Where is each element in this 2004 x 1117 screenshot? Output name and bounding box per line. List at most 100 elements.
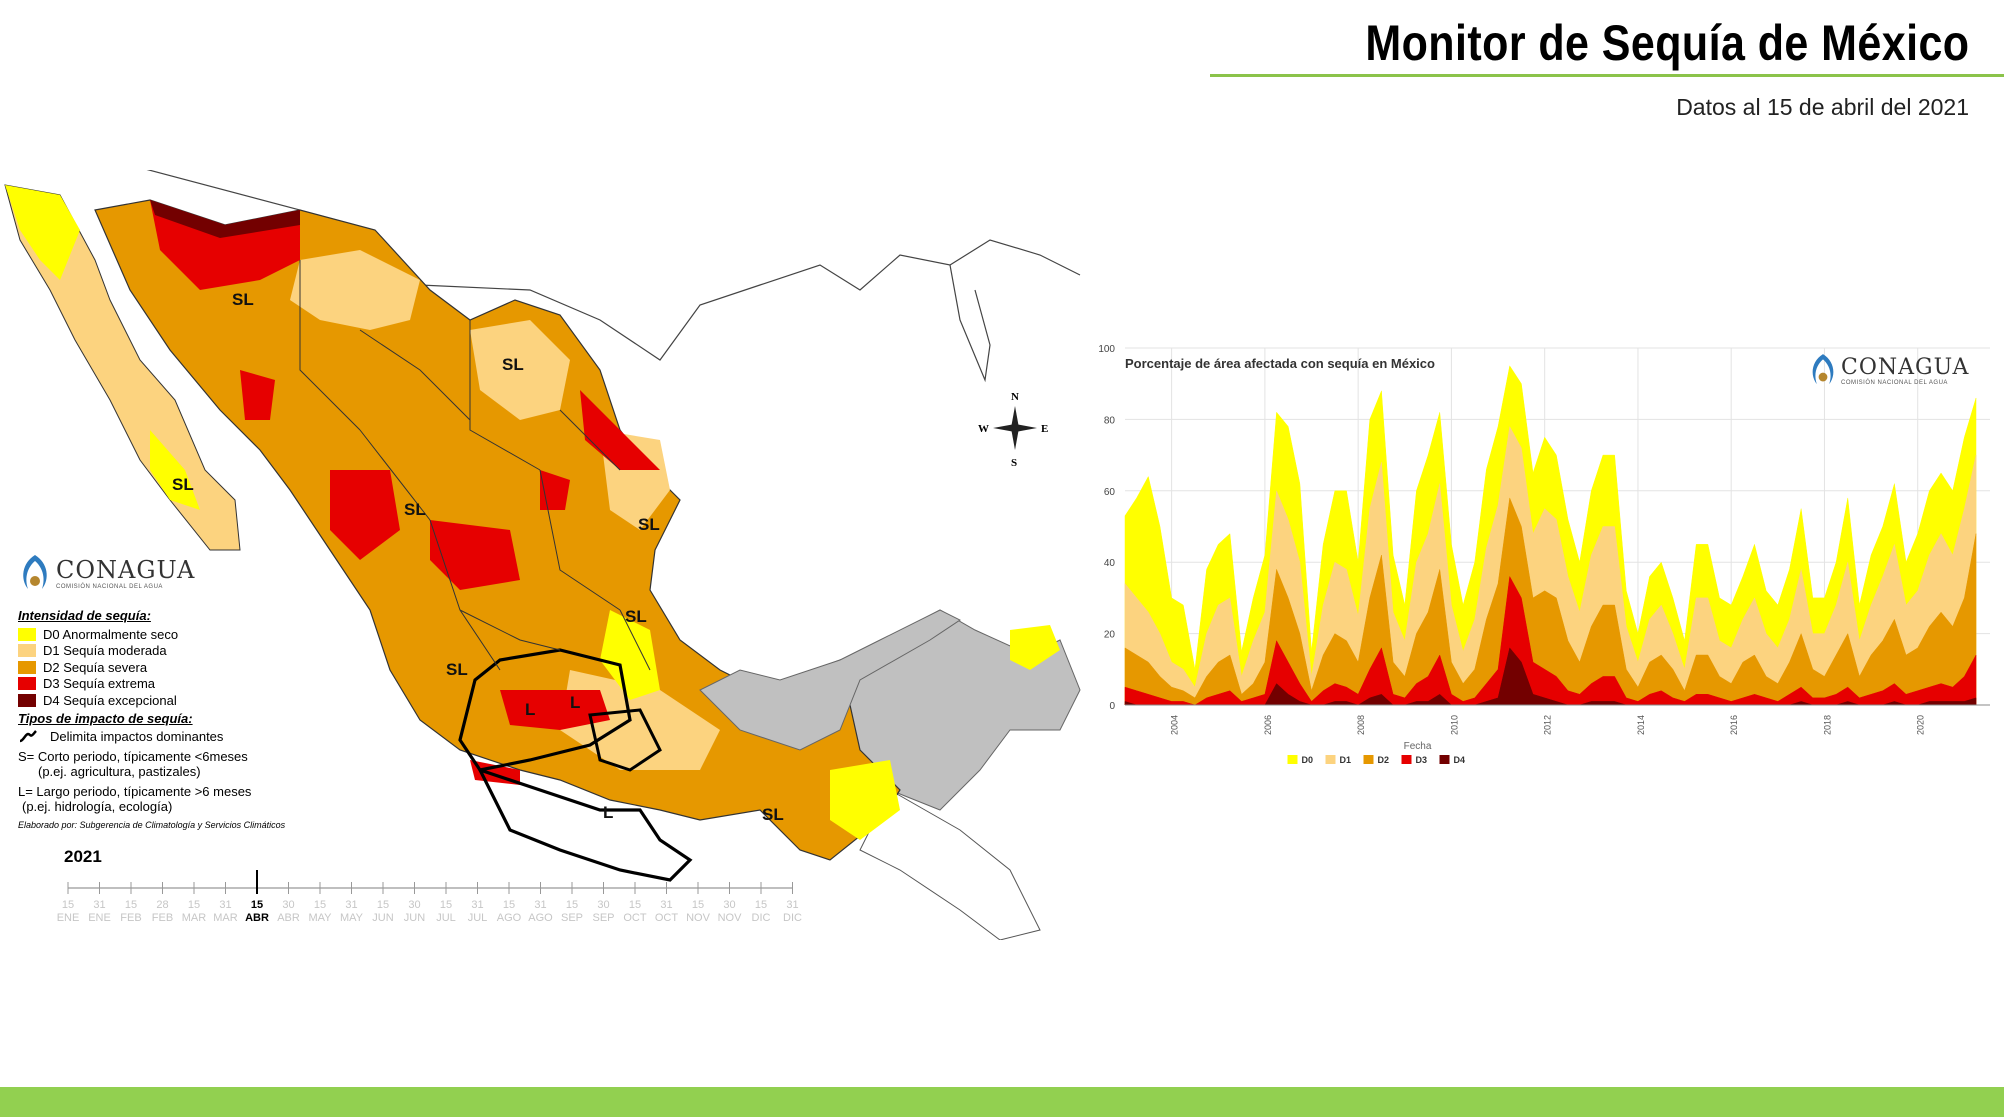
x-tick-label: 2012	[1543, 715, 1553, 735]
drought-map: SL SL SL SL SL SL SL SL L L L N S E W	[4, 170, 1081, 940]
timeline-month-label: FEB	[152, 912, 173, 924]
timeline-month-label: MAR	[213, 912, 238, 924]
d4-region-border	[150, 200, 300, 238]
conagua-emblem-icon	[23, 555, 47, 589]
timeline-day-label: 30	[408, 899, 420, 911]
legend-label: D3 Sequía extrema	[43, 676, 156, 692]
timeline-month-label: ENE	[88, 912, 111, 924]
d3-region-zacatecas	[430, 520, 520, 590]
timeline-month-label: NOV	[686, 912, 711, 924]
impact-label: SL	[762, 805, 784, 824]
impact-boundary-l-west	[458, 648, 632, 772]
d3-region-sonora-south	[240, 370, 275, 420]
legend-long-term: L= Largo periodo, típicamente >6 meses (…	[18, 784, 318, 814]
impact-label: L	[525, 700, 535, 719]
series-area-d3	[1124, 575, 1977, 706]
impact-boundary-l-central	[588, 708, 662, 772]
x-tick-label: 2016	[1729, 715, 1739, 735]
impact-boundary-l-south	[476, 767, 693, 882]
x-tick-label: 2004	[1170, 715, 1180, 735]
compass-w: W	[978, 423, 989, 435]
y-tick-label: 20	[1104, 630, 1116, 641]
legend-swatch	[1439, 755, 1450, 764]
d0-region-veracruz	[600, 610, 660, 700]
long-term-line-2: (p.ej. hidrología, ecología)	[22, 798, 173, 814]
d3-region-jalisco	[500, 690, 610, 730]
timeline-month-label: OCT	[623, 912, 647, 924]
timeline-day-label: 15	[755, 899, 767, 911]
y-tick-label: 0	[1109, 701, 1115, 712]
x-tick-label: 2008	[1356, 715, 1366, 735]
timeline-day-label: 30	[282, 899, 294, 911]
map-credit: Elaborado por: Subgerencia de Climatolog…	[18, 819, 286, 830]
footer-bar	[0, 1087, 2004, 1117]
timeline-day-label: 15	[566, 899, 578, 911]
timeline-month-label: SEP	[561, 912, 583, 924]
area-chart-panel: 0 20 40 60 80 100 2004 2006 2008 2010 2012 2014 2016…	[1080, 340, 2000, 780]
legend-intensity-title: Intensidad de sequía:	[18, 608, 151, 623]
timeline-year: 2021	[64, 847, 102, 866]
conagua-emblem-icon	[1812, 354, 1834, 385]
compass-e: E	[1041, 423, 1048, 435]
timeline-month-label: ABR	[245, 912, 269, 924]
impact-label: SL	[625, 607, 647, 626]
baja-california	[4, 184, 241, 551]
impact-label: SL	[502, 355, 524, 374]
timeline-month-label: JUL	[436, 912, 456, 924]
d1-region-coahuila	[470, 320, 570, 420]
timeline-month-label: JUL	[468, 912, 488, 924]
timeline-month-label: DIC	[752, 912, 771, 924]
legend-item-d1: D1 Sequía moderada	[18, 643, 318, 660]
timeline-month-label: ABR	[277, 912, 300, 924]
x-tick-label: 2014	[1636, 715, 1646, 735]
timeline-day-label: 15	[692, 899, 704, 911]
drought-map-panel: SL SL SL SL SL SL SL SL L L L N S E W	[0, 170, 1090, 940]
impact-label: SL	[638, 515, 660, 534]
timeline-month-label: FEB	[120, 912, 141, 924]
legend-swatch	[18, 627, 36, 641]
timeline-month-label: JUN	[372, 912, 393, 924]
y-tick-label: 80	[1104, 415, 1116, 426]
page-subtitle: Datos al 15 de abril del 2021	[1676, 94, 1969, 120]
x-tick-label: 2010	[1449, 715, 1459, 735]
compass-n: N	[1011, 391, 1019, 403]
conagua-logo-map: CONAGUA COMISIÓN NACIONAL DEL AGUA	[18, 553, 195, 593]
timeline-day-label: 28	[156, 899, 168, 911]
timeline-day-label: 31	[786, 899, 798, 911]
timeline-month-label: JUN	[404, 912, 425, 924]
timeline-day-label: 31	[345, 899, 357, 911]
timeline-day-label: 15	[629, 899, 641, 911]
legend-label: D2 Sequía severa	[43, 659, 148, 675]
timeline-month-label: OCT	[655, 912, 679, 924]
y-tick-label: 60	[1104, 487, 1116, 498]
legend-swatch	[1363, 755, 1374, 764]
x-tick-label: 2006	[1263, 715, 1273, 735]
yucatan-gray	[699, 609, 961, 751]
central-america	[859, 789, 1041, 940]
baja-d0-strip	[5, 185, 80, 280]
timeline-day-label: 31	[534, 899, 546, 911]
x-tick-label: 2020	[1916, 715, 1926, 735]
impact-label: SL	[446, 660, 468, 679]
header-rule	[1210, 74, 2004, 77]
impact-label: SL	[232, 290, 254, 309]
timeline-day-label: 15	[377, 899, 389, 911]
legend-impact-line: Delimita impactos dominantes	[18, 729, 318, 744]
legend-impact-title: Tipos de impacto de sequía:	[18, 710, 193, 726]
d3-region-slp	[540, 470, 570, 510]
us-border-outline	[146, 170, 1081, 361]
impact-label: SL	[404, 500, 426, 519]
timeline-day-label: 30	[723, 899, 735, 911]
y-tick-label: 100	[1098, 344, 1115, 355]
chart-legend-label: D4	[1454, 755, 1466, 765]
florida-outline	[949, 264, 991, 383]
impact-line-icon	[19, 730, 37, 743]
timeline-day-label: 15	[62, 899, 74, 911]
legend-item-d2: D2 Sequía severa	[18, 659, 318, 676]
timeline-day-label: 15	[251, 899, 263, 911]
legend-swatch	[18, 693, 36, 707]
x-axis-label: Fecha	[1404, 741, 1432, 752]
timeline-day-label: 30	[597, 899, 609, 911]
timeline-day-label: 15	[503, 899, 515, 911]
timeline-day-label: 15	[125, 899, 137, 911]
